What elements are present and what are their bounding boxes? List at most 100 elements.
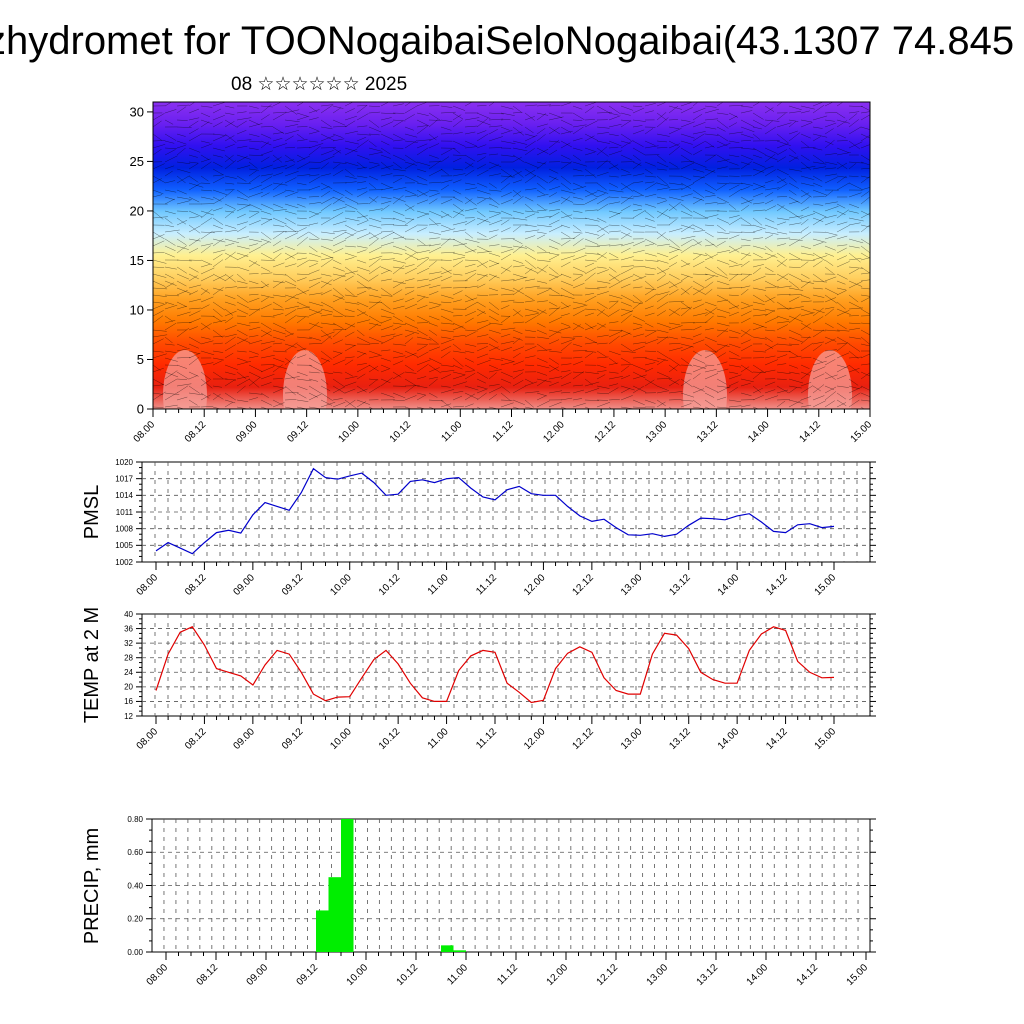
y-tick-label: 40 bbox=[124, 610, 133, 619]
wind-barb bbox=[344, 356, 355, 359]
wind-barb bbox=[296, 155, 310, 163]
wind-barb bbox=[656, 182, 670, 187]
x-tick-label: 12.00 bbox=[545, 962, 571, 988]
wind-barb bbox=[764, 395, 779, 401]
wind-barb bbox=[488, 229, 499, 233]
wind-barb bbox=[176, 378, 188, 380]
wind-barb bbox=[776, 307, 792, 310]
wind-barb bbox=[464, 370, 475, 373]
wind-barb bbox=[488, 336, 498, 343]
wind-barb bbox=[788, 315, 803, 322]
wind-barb bbox=[296, 133, 305, 140]
wind-barb bbox=[692, 333, 702, 338]
wind-barb bbox=[812, 329, 825, 338]
wind-barb bbox=[224, 364, 238, 370]
wind-barb bbox=[344, 224, 357, 232]
wind-barb bbox=[680, 273, 693, 279]
wind-barb bbox=[308, 321, 320, 331]
wind-barb bbox=[476, 144, 487, 149]
wind-barb bbox=[164, 189, 177, 193]
wind-barb bbox=[596, 217, 607, 223]
wind-barb bbox=[368, 164, 380, 170]
wind-barb bbox=[236, 399, 249, 403]
wind-barb bbox=[668, 182, 684, 186]
wind-barb bbox=[153, 189, 164, 195]
wind-barb bbox=[272, 313, 284, 317]
wind-barb bbox=[188, 399, 198, 406]
wind-barb bbox=[368, 322, 382, 326]
wind-barb bbox=[212, 249, 226, 254]
wind-barb bbox=[380, 112, 396, 115]
wind-barb bbox=[332, 239, 347, 247]
wind-barb bbox=[812, 161, 827, 165]
wind-barb bbox=[740, 199, 754, 205]
wind-barb bbox=[764, 169, 776, 177]
wind-barb bbox=[188, 350, 200, 355]
wind-barb bbox=[236, 294, 249, 304]
wind-barb bbox=[332, 378, 346, 388]
wind-barb bbox=[824, 276, 837, 282]
wind-barb bbox=[200, 182, 211, 184]
wind-barb bbox=[584, 341, 597, 345]
wind-barb bbox=[584, 322, 594, 330]
wind-barb bbox=[428, 168, 443, 177]
wind-barb bbox=[596, 370, 607, 373]
wind-barb bbox=[524, 210, 539, 213]
precip-bar bbox=[453, 950, 466, 952]
wind-barb bbox=[476, 156, 486, 163]
wind-barb bbox=[860, 294, 870, 297]
wind-barb bbox=[668, 399, 682, 401]
wind-barb bbox=[356, 329, 365, 337]
wind-barb bbox=[704, 266, 718, 275]
wind-barb bbox=[404, 385, 416, 394]
wind-barb bbox=[248, 326, 261, 331]
wind-barb bbox=[176, 371, 190, 380]
wind-barb bbox=[176, 305, 187, 310]
wind-barb bbox=[800, 252, 815, 256]
wind-barb bbox=[596, 291, 609, 296]
wind-barb bbox=[704, 351, 718, 359]
wind-barb bbox=[836, 244, 848, 247]
wind-barb bbox=[416, 199, 429, 205]
wind-barb bbox=[704, 281, 714, 289]
wind-barb bbox=[524, 285, 540, 289]
wind-barb bbox=[548, 116, 564, 121]
wind-barb bbox=[584, 350, 597, 353]
wind-barb bbox=[248, 273, 259, 275]
wind-barb bbox=[548, 316, 562, 324]
wind-barb bbox=[572, 182, 584, 188]
wind-barb bbox=[812, 189, 828, 196]
wind-barb bbox=[380, 217, 395, 220]
wind-barb bbox=[500, 361, 515, 366]
wind-barb bbox=[548, 245, 559, 250]
wind-barb bbox=[680, 262, 691, 268]
wind-barb bbox=[332, 133, 343, 138]
wind-barb bbox=[224, 379, 236, 387]
wind-barb bbox=[344, 257, 355, 261]
wind-barb bbox=[536, 349, 552, 352]
wind-barb bbox=[776, 231, 788, 235]
wind-barb bbox=[740, 139, 752, 142]
wind-barb bbox=[716, 368, 729, 373]
wind-barb bbox=[380, 241, 394, 247]
wind-barb bbox=[212, 196, 222, 202]
wind-barb bbox=[728, 215, 740, 219]
wind-barb bbox=[740, 186, 750, 191]
wind-barb bbox=[464, 297, 478, 303]
wind-barb bbox=[176, 245, 189, 250]
wind-barb bbox=[752, 252, 763, 259]
wind-barb bbox=[776, 183, 788, 191]
wind-barb bbox=[356, 266, 370, 272]
wind-barb bbox=[776, 237, 790, 240]
wind-barb bbox=[728, 161, 739, 166]
wind-barb bbox=[200, 287, 211, 294]
wind-barb bbox=[620, 105, 634, 111]
wind-barb bbox=[776, 354, 788, 359]
wind-barb bbox=[380, 230, 394, 233]
wind-barb bbox=[200, 158, 211, 163]
wind-barb bbox=[320, 185, 330, 191]
wind-barb bbox=[860, 371, 870, 377]
wind-barb bbox=[236, 203, 251, 206]
wind-barb bbox=[608, 329, 622, 331]
wind-barb bbox=[380, 364, 390, 369]
